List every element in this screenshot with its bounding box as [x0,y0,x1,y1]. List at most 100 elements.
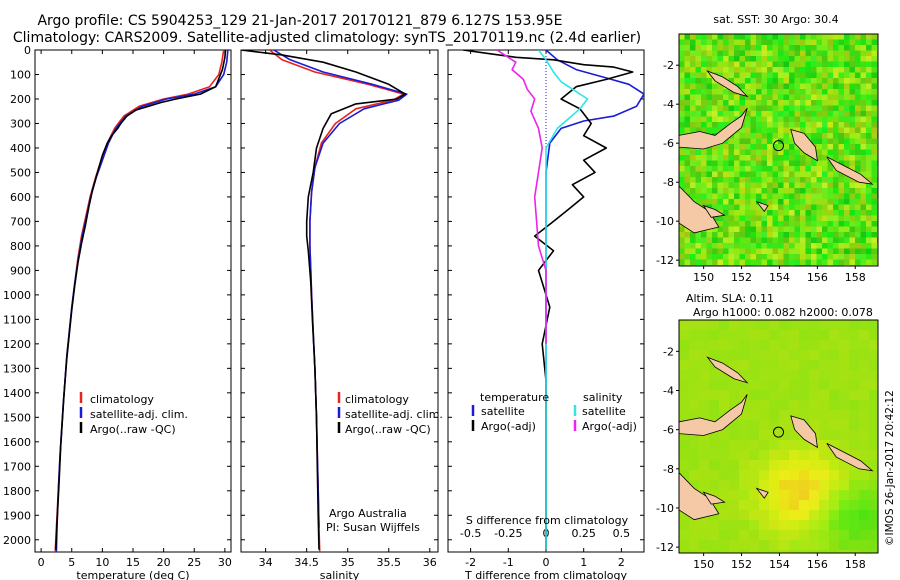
temp-legend-argo: Argo(..raw -QC) [90,423,176,436]
sla-ytick-label: -12 [656,541,674,554]
diff-xtick-label: 2 [618,556,625,569]
temp-ytick-label: 200 [10,93,31,106]
diff-legend-salinity: salinity [583,391,623,404]
land-shape [679,107,748,150]
diff-legend-t-satellite: satellite [481,405,525,418]
temp-ytick-label: 1600 [3,436,31,449]
temp-ytick-label: 1500 [3,411,31,424]
temp-xtick-label: 15 [126,556,140,569]
sst-map-frame [678,33,879,267]
land-shape [755,200,769,213]
sla-ytick-label: -8 [663,463,674,476]
difference-panel: -2 -1 0 1 2T difference from climatology -0.5… [447,49,645,580]
diff-legend-s-argo: Argo(-adj) [582,420,637,433]
diff-xtick-label: -1 [503,556,514,569]
sst-xtick-label: 154 [769,271,790,284]
temp-line-satellite-adj-clim- [55,50,229,552]
sla-xtick-label: 156 [807,558,828,571]
sla-xtick-label: 152 [731,558,752,571]
sal-legend-satellite: satellite-adj. clim. [345,408,443,421]
diff-xtick-label: 0 [543,556,550,569]
sla-xtick-label: 158 [845,558,866,571]
sst-ytick-label: -10 [656,215,674,228]
sal-series-group [241,50,408,552]
float-position-marker [773,426,784,438]
temp-ytick-label: 900 [10,264,31,277]
land-shape [702,204,726,218]
diff-top-xlabel: S difference from climatology [466,514,629,527]
imos-stamp: ©IMOS 26-Jan-2017 20:42:12 [884,390,896,546]
diff-s-xtick-label: 0.5 [613,527,631,540]
sla-field [679,320,878,553]
diff-line-t-argo-adj- [462,50,634,550]
temperature-panel: 0100200300400500600700800900100011001200… [3,44,232,580]
temp-ytick-label: 1100 [3,313,31,326]
sst-ytick-label: -12 [656,254,674,267]
land-shape [679,185,720,234]
sst-ytick-label: -4 [663,98,674,111]
temp-legend-climatology: climatology [90,393,154,406]
float-position-marker [773,140,784,152]
temp-ytick-label: 500 [10,166,31,179]
temp-ytick-label: 1900 [3,509,31,522]
sla-map-title-1: Altim. SLA: 0.11 [686,292,774,305]
land-shape [790,128,818,162]
land-shape [826,156,874,185]
sla-map: 150 152 154 156 158 -2 -4 -6 -8 -10 -12 [656,319,879,571]
sal-line-argo-raw-qc- [241,50,407,550]
temp-ytick-label: 2000 [3,534,31,547]
land-shape [702,491,726,505]
temp-frame [34,49,232,553]
sst-map: 150 152 154 156 158 -2 -4 -6 -8 -10 -12 [656,33,879,284]
diff-s-xtick-label: -0.5 [460,527,481,540]
land-shape [755,487,769,499]
diff-s-xtick-label: 0.25 [571,527,596,540]
sal-xtick-label: 35.5 [377,556,402,569]
diff-legend-s-satellite: satellite [582,405,626,418]
sal-xtick-label: 34 [259,556,273,569]
diff-legend-t-argo: Argo(-adj) [481,420,536,433]
sal-xtick-label: 34.5 [294,556,319,569]
diff-xtick-label: -2 [465,556,476,569]
land-shape [679,472,720,521]
temp-xtick-label: 20 [157,556,171,569]
sal-xlabel: salinity [320,569,360,580]
sla-ytick-label: -2 [663,345,674,358]
temp-ytick-label: 400 [10,142,31,155]
temp-xtick-label: 10 [95,556,109,569]
temp-ytick-label: 1200 [3,338,31,351]
land-shape [706,70,749,98]
sal-frame [240,49,439,553]
sst-map-title: sat. SST: 30 Argo: 30.4 [713,13,838,26]
diff-line-s-satellite [537,50,589,550]
temp-ytick-label: 1000 [3,289,31,302]
sla-xtick-label: 154 [769,558,790,571]
temp-ytick-label: 600 [10,191,31,204]
title-line-1: Argo profile: CS 5904253_129 21-Jan-2017… [37,13,562,29]
sal-annotation-2: PI: Susan Wijffels [326,521,420,534]
sal-legend-argo: Argo(..raw -QC) [345,423,431,436]
sal-xtick-label: 36 [423,556,437,569]
temp-xtick-label: 25 [187,556,201,569]
diff-line-s-argo-adj- [496,50,547,344]
temp-legend-satellite: satellite-adj. clim. [90,408,188,421]
temp-ytick-label: 1700 [3,460,31,473]
diff-s-xtick-label: -0.25 [494,527,522,540]
sst-xtick-label: 158 [845,271,866,284]
land-shape [826,443,874,472]
temp-xtick-label: 5 [68,556,75,569]
sla-ytick-label: -6 [663,424,674,437]
temp-ytick-label: 0 [24,44,31,57]
land-shape [706,356,749,384]
diff-xtick-label: 1 [580,556,587,569]
sal-xtick-label: 35 [341,556,355,569]
temp-ytick-label: 100 [10,68,31,81]
temp-xlabel: temperature (deg C) [76,569,189,580]
sla-xtick-label: 150 [693,558,714,571]
temp-ytick-label: 1400 [3,387,31,400]
temp-ytick-label: 300 [10,117,31,130]
sst-field [679,34,878,266]
sla-ytick-label: -10 [656,502,674,515]
sst-ytick-label: -8 [663,176,674,189]
